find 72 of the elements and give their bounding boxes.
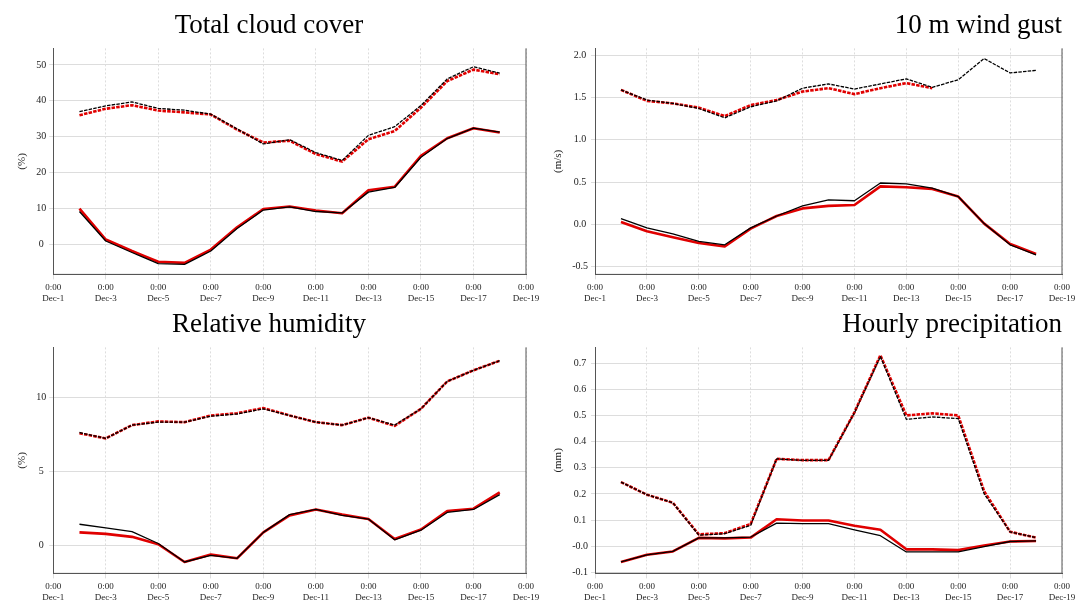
y-tick-label: -0.0 [572, 539, 589, 551]
x-tick-label: 0:00 Dec-1 [584, 282, 607, 303]
y-tick-label: 10 [36, 202, 47, 214]
x-tick-label: 0:00 Dec-11 [841, 282, 868, 303]
x-tick-label: 0:00 Dec-1 [42, 581, 65, 602]
x-tick-label: 0:00 Dec-13 [893, 282, 921, 303]
y-tick-label: -0.5 [572, 260, 589, 272]
chart-title: 10 m wind gust [894, 9, 1063, 40]
y-tick-label: 30 [36, 130, 47, 142]
y-tick-label: 0.5 [573, 175, 587, 187]
x-tick-label: 0:00 Dec-17 [996, 282, 1024, 303]
chart-title: Hourly precipitation [842, 308, 1063, 339]
x-tick-label: 0:00 Dec-13 [355, 581, 383, 602]
x-tick-label: 0:00 Dec-7 [739, 581, 763, 602]
y-tick-label: 20 [36, 166, 47, 178]
x-tick-label: 0:00 Dec-9 [252, 581, 275, 602]
x-tick-label: 0:00 Dec-5 [147, 282, 170, 303]
x-tick-label: 0:00 Dec-3 [94, 581, 118, 602]
y-tick-label: 0 [38, 539, 44, 551]
y-tick-label: 5 [38, 465, 44, 477]
y-tick-label: -0.1 [572, 565, 589, 577]
x-tick-label: 0:00 Dec-19 [1048, 282, 1076, 303]
y-tick-label: 0.5 [573, 409, 587, 421]
x-tick-label: 0:00 Dec-3 [94, 282, 118, 303]
x-tick-label: 0:00 Dec-1 [42, 282, 65, 303]
y-tick-label: 0.4 [573, 435, 587, 447]
x-tick-label: 0:00 Dec-11 [302, 581, 329, 602]
y-tick-label: 0.1 [573, 513, 587, 525]
chart-title: Total cloud cover [174, 9, 364, 40]
x-tick-label: 0:00 Dec-11 [302, 282, 329, 303]
x-tick-label: 0:00 Dec-5 [147, 581, 170, 602]
x-tick-label: 0:00 Dec-3 [635, 581, 659, 602]
x-tick-label: 0:00 Dec-15 [407, 581, 435, 602]
x-tick-label: 0:00 Dec-7 [739, 282, 763, 303]
x-tick-label: 0:00 Dec-5 [687, 581, 711, 602]
y-tick-label: 0.2 [573, 487, 587, 499]
x-tick-label: 0:00 Dec-1 [584, 581, 607, 602]
y-tick-label: 1.0 [573, 133, 587, 145]
y-tick-label: 0 [38, 238, 44, 250]
y-axis-title: (%) [15, 451, 29, 469]
x-tick-label: 0:00 Dec-15 [944, 581, 972, 602]
y-tick-label: 1.5 [573, 91, 587, 103]
y-tick-label: 0.6 [573, 382, 587, 394]
x-tick-label: 0:00 Dec-17 [460, 581, 488, 602]
x-tick-label: 0:00 Dec-19 [1048, 581, 1076, 602]
x-tick-label: 0:00 Dec-15 [407, 282, 435, 303]
x-tick-label: 0:00 Dec-13 [893, 581, 921, 602]
y-tick-label: 0.3 [573, 461, 587, 473]
x-tick-label: 0:00 Dec-13 [355, 282, 383, 303]
x-tick-label: 0:00 Dec-11 [841, 581, 868, 602]
y-tick-label: 50 [36, 58, 47, 70]
y-tick-label: 0.0 [573, 218, 587, 230]
x-tick-label: 0:00 Dec-7 [199, 282, 223, 303]
x-tick-label: 0:00 Dec-9 [252, 282, 275, 303]
x-tick-label: 0:00 Dec-19 [512, 282, 540, 303]
x-tick-label: 0:00 Dec-17 [996, 581, 1024, 602]
y-tick-label: 0.7 [573, 356, 587, 368]
x-tick-label: 0:00 Dec-19 [512, 581, 540, 602]
y-axis-title: (m/s) [551, 149, 565, 174]
y-tick-label: 2.0 [573, 48, 587, 60]
x-tick-label: 0:00 Dec-9 [791, 282, 815, 303]
x-tick-label: 0:00 Dec-5 [687, 282, 711, 303]
y-tick-label: 10 [36, 391, 47, 403]
y-axis-title: (%) [15, 152, 29, 170]
x-tick-label: 0:00 Dec-3 [635, 282, 659, 303]
x-tick-label: 0:00 Dec-7 [199, 581, 223, 602]
y-tick-label: 40 [36, 94, 47, 106]
x-tick-label: 0:00 Dec-15 [944, 282, 972, 303]
x-tick-label: 0:00 Dec-9 [791, 581, 815, 602]
chart-title: Relative humidity [171, 308, 367, 339]
x-tick-label: 0:00 Dec-17 [460, 282, 488, 303]
y-axis-title: (mm) [551, 447, 565, 473]
